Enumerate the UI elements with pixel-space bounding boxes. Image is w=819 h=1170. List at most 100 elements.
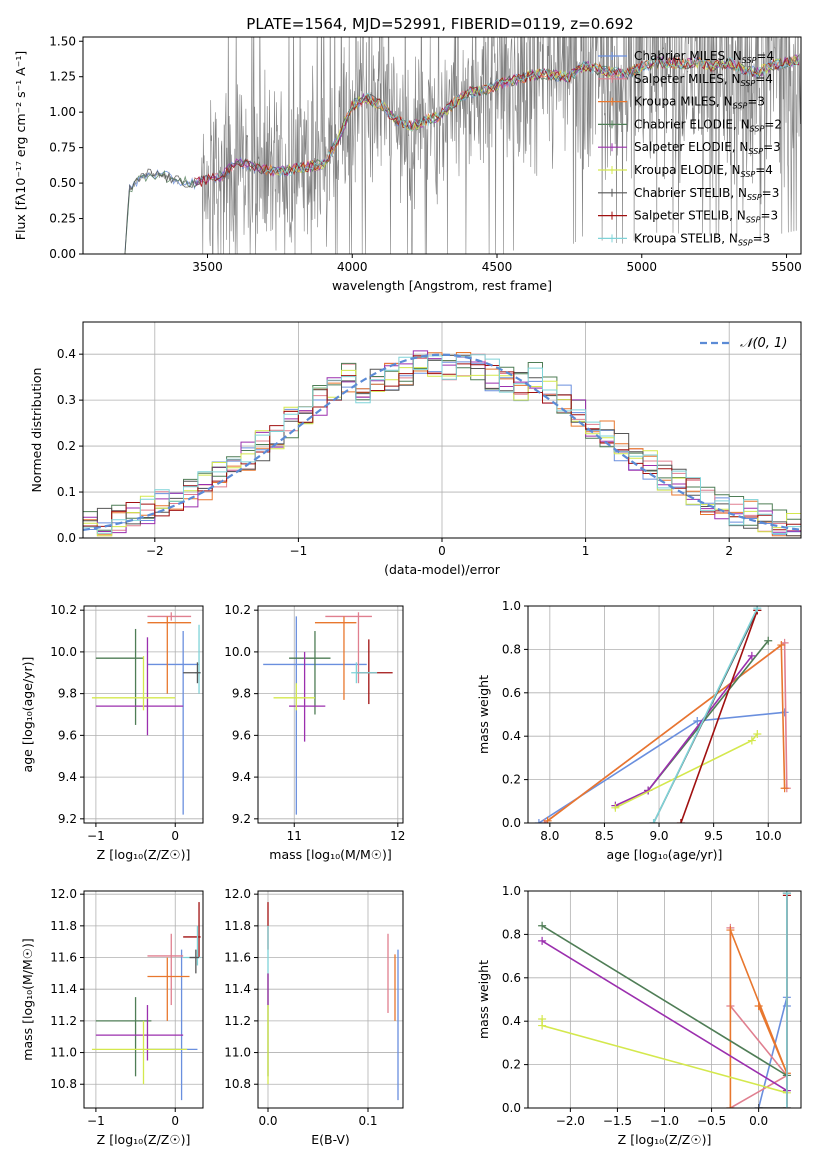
- y-tick-label: 0.2: [57, 439, 76, 453]
- axes-frame: [527, 605, 802, 824]
- axes-frame: [83, 605, 204, 824]
- legend-label-text: Salpeter STELIB, N: [634, 209, 746, 223]
- y-tick-label: 1.0: [502, 599, 521, 613]
- weight-point-marker: [676, 819, 685, 823]
- y-tick-label: 11.4: [50, 982, 77, 996]
- figure-title: PLATE=1564, MJD=52991, FIBERID=0119, z=0…: [246, 15, 633, 33]
- y-axis-label: Normed distribution: [29, 368, 44, 493]
- plot-area: [534, 606, 791, 823]
- y-tick-label: 1.50: [49, 34, 76, 48]
- histogram-series: [83, 354, 801, 538]
- y-tick-label: 9.6: [58, 728, 77, 742]
- error-point: [91, 1020, 188, 1085]
- weight-point-marker: [538, 1021, 547, 1030]
- error-point: [273, 683, 315, 711]
- x-tick-label: 5500: [771, 260, 802, 274]
- weight-point-marker: [543, 816, 552, 823]
- legend-label-sub: SSP: [742, 56, 757, 65]
- weight-point-marker: [753, 606, 762, 613]
- x-tick-label: 4500: [482, 260, 513, 274]
- legend-label-text: Kroupa STELIB, N: [634, 231, 738, 245]
- legend-label: Salpeter STELIB, NSSP=3: [634, 209, 778, 225]
- weight-series-line: [652, 607, 759, 823]
- error-point: [95, 637, 184, 736]
- y-tick-label: 0.4: [57, 347, 76, 361]
- x-tick-label: 0: [171, 1114, 179, 1128]
- plot-area: [267, 902, 399, 1101]
- legend-label: Salpeter ELODIE, NSSP=3: [634, 140, 781, 156]
- panel-age_vs_mass: 11 12 9.2 9.4 9.6 9.8 10.0 10.2 mass [log₁₀(M/M☉…: [224, 603, 405, 862]
- y-tick-label: 11.8: [224, 919, 251, 933]
- weight-series-line: [729, 929, 788, 1108]
- weight-point-marker: [726, 926, 735, 935]
- legend-label-sub: SSP: [748, 147, 763, 156]
- error-point: [147, 616, 192, 694]
- x-tick-label: 8.5: [595, 829, 614, 843]
- x-tick-label: 0: [438, 544, 446, 558]
- y-tick-label: 1.00: [49, 105, 76, 119]
- panel-mass_vs_Z: −1 0 10.8 11.0 11.2 11.4 11.6 11.8 12.0 Z [log₁₀(…: [20, 887, 204, 1147]
- y-tick-label: 0.1: [57, 485, 76, 499]
- y-tick-label: 0.3: [57, 393, 76, 407]
- weight-point-marker: [753, 730, 762, 739]
- y-tick-label: 12.0: [224, 887, 251, 901]
- x-tick-label: −1.0: [650, 1114, 679, 1128]
- weight-point-marker: [780, 784, 789, 793]
- y-axis-label: mass weight: [476, 960, 491, 1039]
- x-tick-label: 0: [171, 829, 179, 843]
- weight-series-line: [615, 733, 758, 809]
- x-tick-label: 9.5: [704, 829, 723, 843]
- y-tick-label: 10.2: [224, 603, 251, 617]
- x-tick-label: 12: [390, 829, 405, 843]
- normal-curve: [83, 353, 801, 531]
- weight-point-marker: [747, 651, 756, 660]
- y-tick-label: 11.0: [224, 1046, 251, 1060]
- legend-label-sub: SSP: [741, 170, 756, 179]
- error-point: [147, 631, 200, 815]
- weight-point-marker: [747, 736, 756, 745]
- y-tick-label: 1.25: [49, 70, 76, 84]
- weight-point-marker: [777, 641, 786, 650]
- y-tick-label: 0.0: [502, 816, 521, 830]
- y-tick-label: 0.2: [502, 773, 521, 787]
- x-tick-label: −2.0: [556, 1114, 585, 1128]
- weight-point-marker: [764, 636, 773, 645]
- x-tick-label: 1: [582, 544, 590, 558]
- legend-label-sub: SSP: [746, 216, 761, 225]
- legend-label: Chabrier ELODIE, NSSP=2: [634, 117, 782, 133]
- weight-point-marker: [538, 921, 547, 930]
- legend-label: Kroupa ELODIE, NSSP=4: [634, 163, 773, 179]
- y-tick-label: 0.4: [502, 1014, 521, 1028]
- panel-mass_vs_ebv: 0.0 0.1 10.8 11.0 11.2 11.4 11.6 11.8 12.0 E(B-V): [224, 887, 404, 1147]
- error-point: [289, 651, 326, 742]
- panel-age_vs_Z: −1 0 9.2 9.4 9.6 9.8 10.0 10.2 Z [log₁₀(Z/Z☉)] ag…: [20, 603, 204, 862]
- y-axis-label: mass [log₁₀(M/M☉)]: [20, 938, 35, 1060]
- y-tick-label: 1.0: [502, 884, 521, 898]
- error-point: [189, 949, 200, 974]
- x-tick-label: −2: [146, 544, 164, 558]
- x-axis-label: Z [log₁₀(Z/Z☉)]: [97, 847, 191, 862]
- error-point: [95, 628, 144, 725]
- x-tick-label: 4000: [337, 260, 368, 274]
- y-axis-label: age [log₁₀(age/yr)]: [20, 657, 35, 773]
- error-point: [147, 957, 190, 1021]
- plot-area: [124, 37, 801, 254]
- y-tick-label: 11.4: [224, 982, 251, 996]
- weight-series-line: [547, 643, 786, 822]
- y-tick-label: 9.2: [232, 812, 251, 826]
- legend-label-text: Chabrier MILES, N: [634, 49, 742, 63]
- x-tick-label: −1: [290, 544, 308, 558]
- legend-label-suffix: =3: [763, 140, 781, 154]
- weight-point-marker: [534, 819, 543, 823]
- x-axis-label: age [log₁₀(age/yr)]: [607, 847, 723, 862]
- x-tick-label: 8.0: [540, 829, 559, 843]
- y-tick-label: 11.6: [50, 951, 77, 965]
- legend-label-text: Salpeter ELODIE, N: [634, 140, 748, 154]
- plot-area: [83, 350, 801, 538]
- error-point: [183, 925, 201, 966]
- axes-frame: [83, 890, 204, 1109]
- observed-spectrum: [124, 37, 801, 254]
- y-tick-label: 9.8: [232, 687, 251, 701]
